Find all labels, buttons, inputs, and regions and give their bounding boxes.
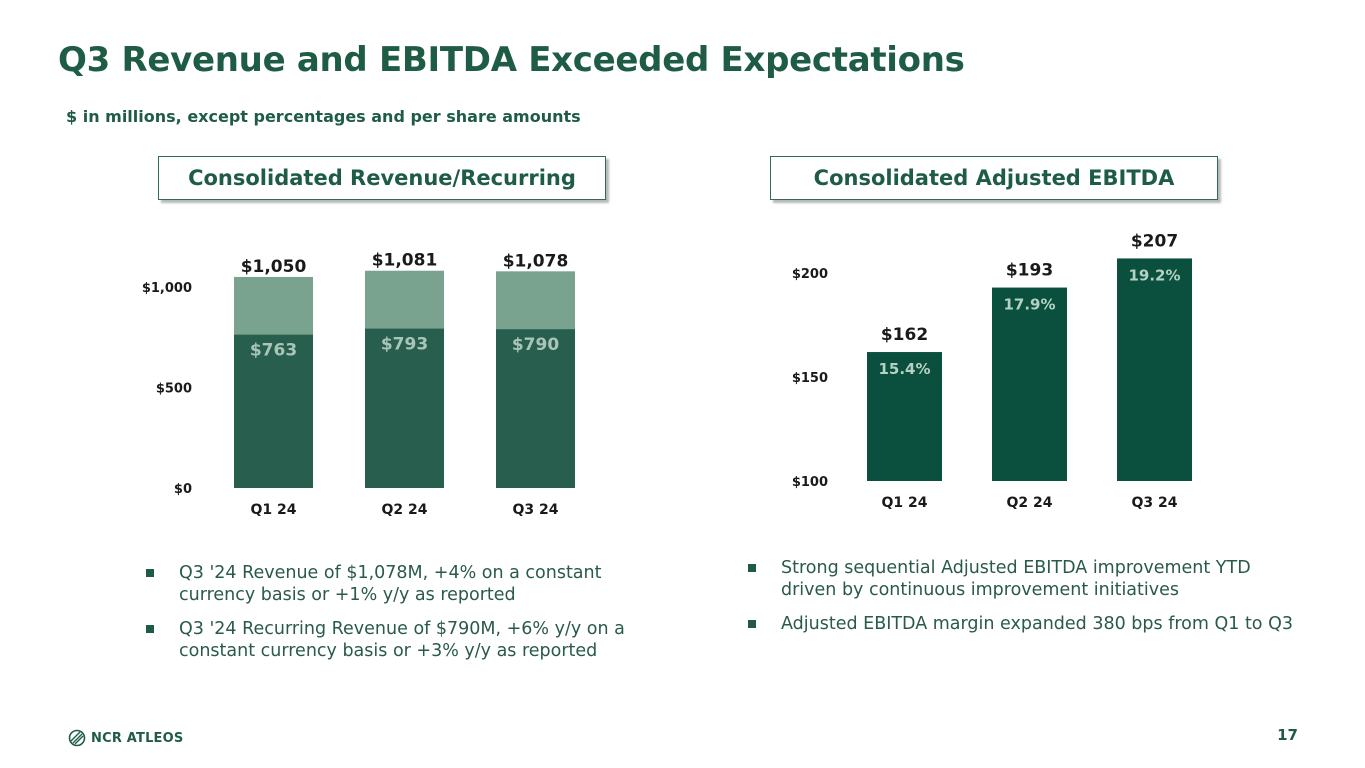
bullet-square-icon [748, 564, 756, 572]
company-logo: NCR ATLEOS [68, 729, 183, 747]
revenue-chart-title: Consolidated Revenue/Recurring [188, 166, 576, 190]
ebitda-bar [992, 287, 1067, 481]
revenue-total-label: $1,050 [241, 257, 307, 277]
slide-title: Q3 Revenue and EBITDA Exceeded Expectati… [58, 40, 965, 80]
ebitda-chart-title: Consolidated Adjusted EBITDA [813, 166, 1175, 190]
ebitda-margin-label: 19.2% [1128, 266, 1180, 284]
ebitda-bar [1117, 258, 1192, 481]
x-tick-label: Q1 24 [251, 502, 297, 518]
x-tick-label: Q1 24 [882, 495, 928, 511]
x-tick-label: Q2 24 [382, 502, 428, 518]
y-tick-label: $100 [792, 475, 828, 490]
revenue-bullet-2-text: Q3 '24 Recurring Revenue of $790M, +6% y… [179, 619, 625, 661]
ebitda-bullet-1-text: Strong sequential Adjusted EBITDA improv… [781, 558, 1251, 600]
ebitda-bullet-1: Strong sequential Adjusted EBITDA improv… [748, 557, 1303, 601]
revenue-recurring-label: $793 [381, 335, 428, 355]
bullet-square-icon [146, 625, 154, 633]
ebitda-value-label: $207 [1131, 231, 1178, 251]
page-number: 17 [1277, 726, 1298, 744]
revenue-total-label: $1,081 [372, 251, 438, 271]
slide-subtitle: $ in millions, except percentages and pe… [66, 107, 581, 126]
x-tick-label: Q3 24 [513, 502, 559, 518]
revenue-total-label: $1,078 [503, 251, 569, 271]
ebitda-value-label: $162 [881, 325, 928, 345]
ebitda-bullet-2: Adjusted EBITDA margin expanded 380 bps … [748, 613, 1303, 635]
revenue-bullet-2: Q3 '24 Recurring Revenue of $790M, +6% y… [146, 618, 626, 662]
revenue-bullet-list: Q3 '24 Revenue of $1,078M, +4% on a cons… [146, 562, 626, 674]
logo-text: NCR ATLEOS [91, 730, 184, 746]
ebitda-margin-label: 17.9% [1003, 296, 1055, 314]
x-tick-label: Q3 24 [1132, 495, 1178, 511]
x-tick-label: Q2 24 [1007, 495, 1053, 511]
ebitda-bar [867, 352, 942, 481]
revenue-recurring-label: $790 [512, 335, 559, 355]
ebitda-bullet-2-text: Adjusted EBITDA margin expanded 380 bps … [781, 614, 1293, 634]
revenue-recurring-bar [496, 329, 575, 488]
revenue-bullet-1: Q3 '24 Revenue of $1,078M, +4% on a cons… [146, 562, 626, 606]
revenue-recurring-bar [234, 334, 313, 488]
ncr-atleos-logo-icon [68, 729, 86, 747]
y-tick-label: $500 [156, 382, 192, 397]
revenue-chart-title-box: Consolidated Revenue/Recurring [158, 156, 606, 200]
revenue-bullet-1-text: Q3 '24 Revenue of $1,078M, +4% on a cons… [179, 563, 602, 605]
revenue-recurring-bar [365, 328, 444, 488]
ebitda-chart-title-box: Consolidated Adjusted EBITDA [770, 156, 1218, 200]
ebitda-value-label: $193 [1006, 261, 1053, 281]
ebitda-bar-chart: $100 $150 $200 $162 15.4% Q1 24 $193 17.9% Q2 24… [792, 231, 1192, 511]
revenue-bar-chart: $0 $500 $1,000 $1,050 $763 Q1 24 $1,081 $793 Q2 … [142, 251, 575, 518]
y-tick-label: $200 [792, 267, 828, 282]
bullet-square-icon [748, 620, 756, 628]
revenue-recurring-label: $763 [250, 341, 297, 361]
ebitda-bullet-list: Strong sequential Adjusted EBITDA improv… [748, 557, 1303, 647]
bullet-square-icon [146, 569, 154, 577]
ebitda-margin-label: 15.4% [878, 360, 930, 378]
y-tick-label: $150 [792, 371, 828, 386]
y-tick-label: $1,000 [142, 281, 192, 296]
y-tick-label: $0 [174, 482, 192, 497]
